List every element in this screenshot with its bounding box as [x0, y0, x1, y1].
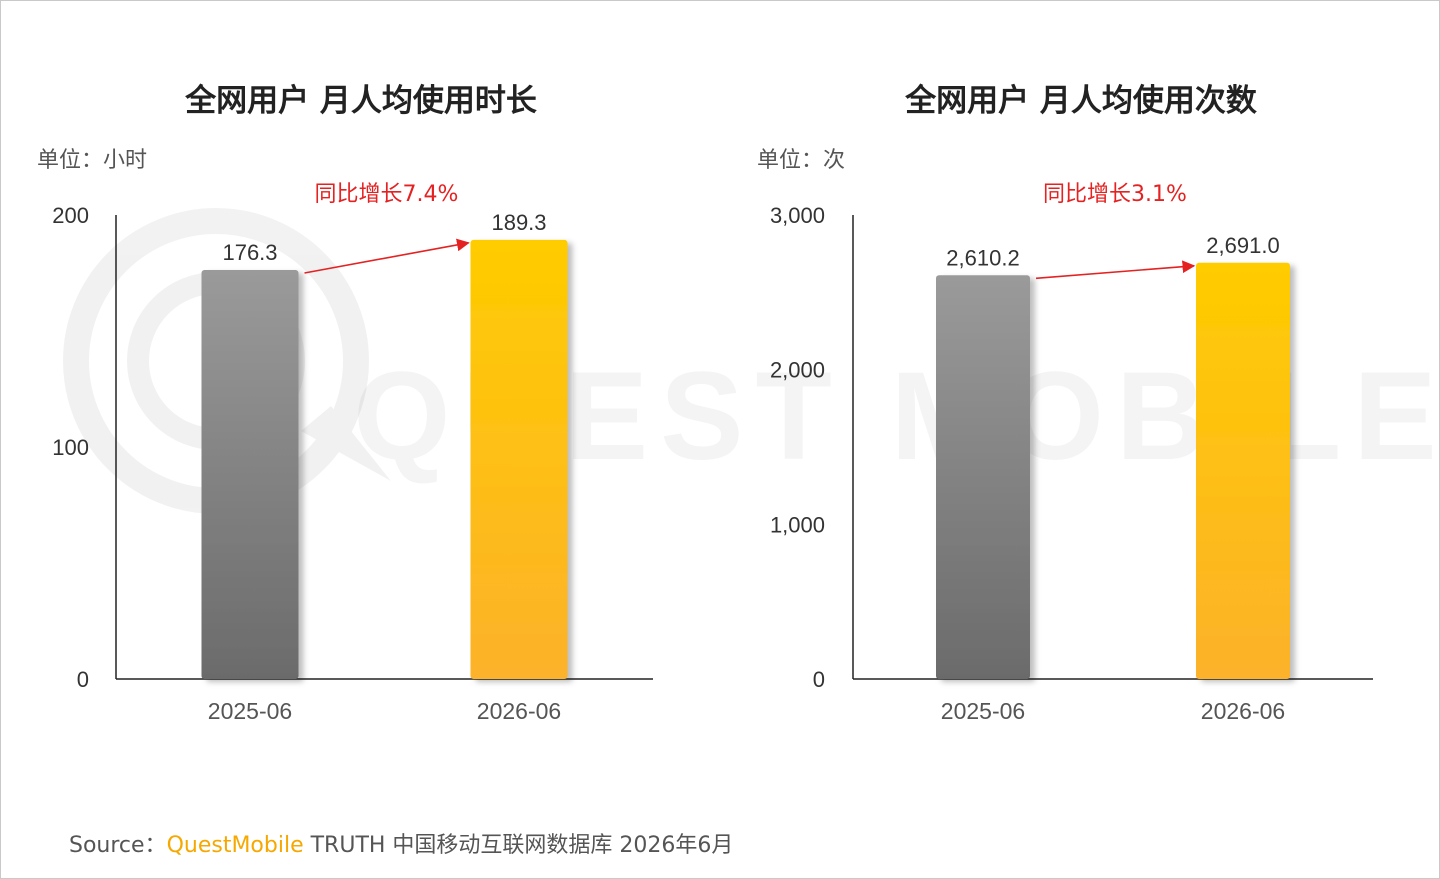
- x-category-label: 2025-06: [941, 698, 1025, 724]
- y-tick-label: 100: [52, 435, 89, 460]
- bar-value-label: 176.3: [222, 240, 277, 265]
- growth-label: 同比增长7.4%: [315, 182, 459, 207]
- growth-arrow: [304, 238, 470, 274]
- bar-2026-06: [470, 239, 568, 679]
- unit-label: 单位：小时: [37, 148, 147, 173]
- bar-value-label: 189.3: [491, 210, 546, 235]
- y-tick-label: 3,000: [770, 203, 825, 228]
- x-category-label: 2025-06: [208, 698, 292, 724]
- source-prefix: Source：: [69, 833, 167, 858]
- bar-value-label: 2,691.0: [1206, 233, 1279, 258]
- source-note: Source：QuestMobile TRUTH 中国移动互联网数据库 2026…: [69, 827, 733, 859]
- bar-value-label: 2,610.2: [946, 245, 1019, 270]
- unit-label: 单位：次: [757, 148, 845, 173]
- growth-label: 同比增长3.1%: [1043, 182, 1187, 207]
- growth-arrow: [1035, 260, 1196, 280]
- chart-title: 全网用户 月人均使用次数: [904, 83, 1257, 119]
- bar-2025-06: [936, 275, 1030, 679]
- bar-2025-06: [201, 269, 299, 679]
- y-tick-label: 200: [52, 203, 89, 228]
- bar-2026-06: [1196, 262, 1290, 679]
- x-category-label: 2026-06: [1201, 698, 1285, 724]
- y-tick-label: 0: [813, 667, 825, 692]
- source-brand: QuestMobile: [166, 833, 304, 858]
- y-tick-label: 0: [77, 667, 89, 692]
- x-category-label: 2026-06: [477, 698, 561, 724]
- chart-title: 全网用户 月人均使用时长: [184, 83, 537, 119]
- y-tick-label: 2,000: [770, 358, 825, 383]
- y-tick-label: 1,000: [770, 512, 825, 537]
- source-detail: TRUTH 中国移动互联网数据库 2026年6月: [303, 833, 734, 858]
